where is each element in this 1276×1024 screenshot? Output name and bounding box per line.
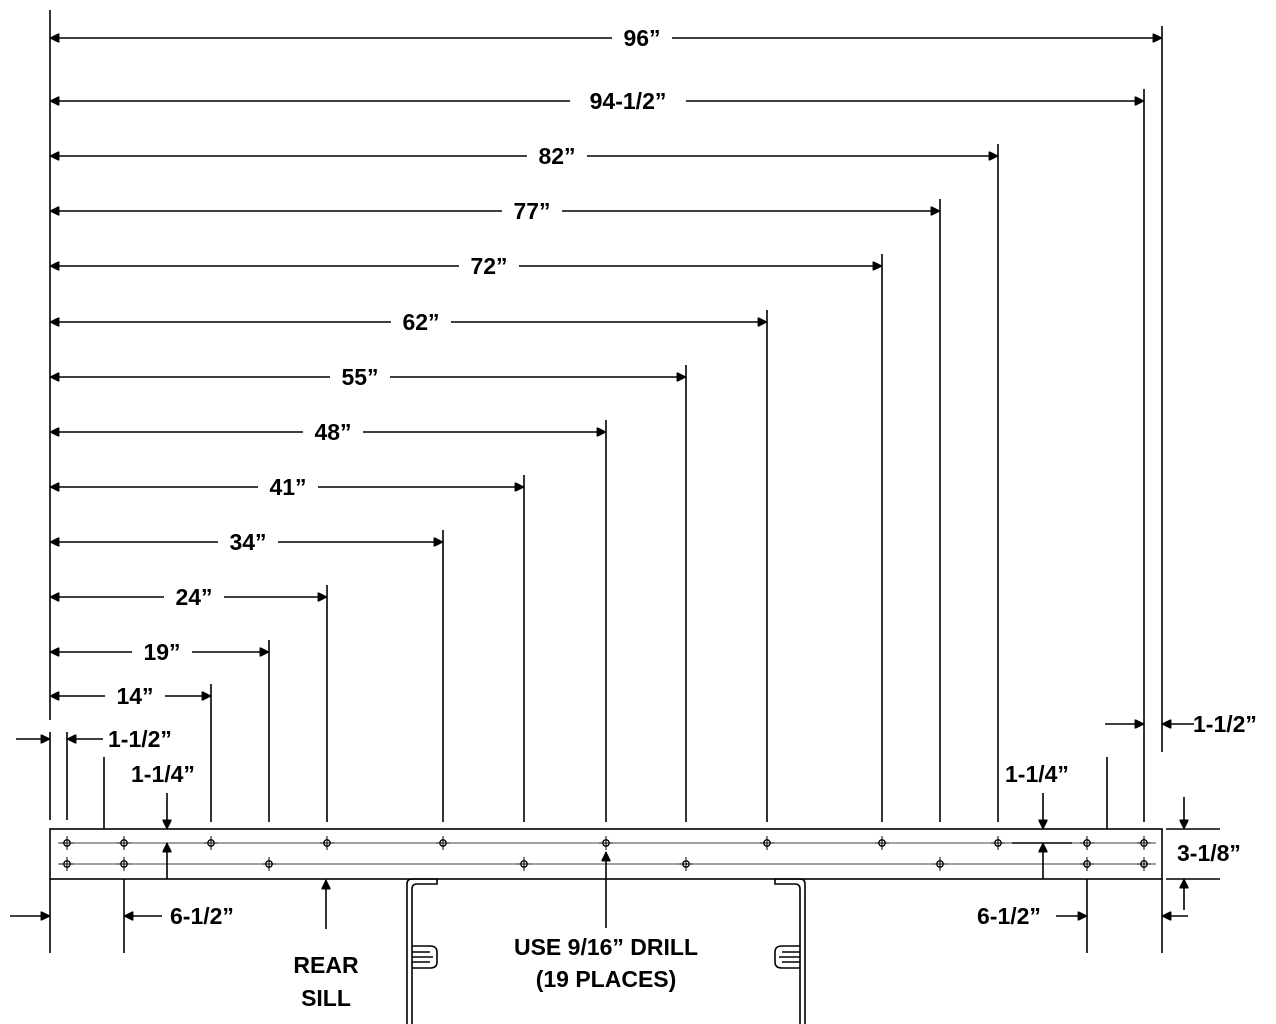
left-6-1/2-dimension: 6-1/2” xyxy=(10,903,234,929)
dimension-label: 77” xyxy=(513,198,550,224)
drill-hole xyxy=(875,836,889,850)
drill-holes xyxy=(60,836,1151,871)
dimension-label: 19” xyxy=(143,639,180,665)
dimension-label: 96” xyxy=(623,25,660,51)
dimension-24”: 24” xyxy=(50,584,327,610)
dimension-14”: 14” xyxy=(50,683,211,709)
dimension-lines: 96” 94-1/2” 82” 77” 72” 62” 55” 48” 41” 34” 24” 19”… xyxy=(50,25,1162,709)
drill-hole xyxy=(60,857,74,871)
sill-left-stiffener xyxy=(412,945,438,969)
right-1-1/2-label: 1-1/2” xyxy=(1193,711,1257,737)
drill-hole xyxy=(1137,857,1151,871)
dimension-19”: 19” xyxy=(50,639,269,665)
drill-hole xyxy=(117,836,131,850)
dimension-label: 14” xyxy=(116,683,153,709)
dimension-label: 82” xyxy=(538,143,575,169)
drill-hole xyxy=(204,836,218,850)
dimension-label: 62” xyxy=(402,309,439,335)
drill-hole xyxy=(1080,857,1094,871)
drill-hole xyxy=(320,836,334,850)
end-stubs xyxy=(103,757,1108,829)
rear-sill-callout: REAR SILL xyxy=(293,880,359,1011)
sill-height-label: 3-1/8” xyxy=(1177,840,1241,866)
extension-lines xyxy=(49,10,1163,822)
sill-height-dimension: 3-1/8” xyxy=(1166,797,1241,910)
dimension-41”: 41” xyxy=(50,474,524,500)
rear-sill-channel xyxy=(406,878,806,1024)
right-6-1/2-label: 6-1/2” xyxy=(977,903,1041,929)
dimension-72”: 72” xyxy=(50,253,882,279)
left-1-1/2-label: 1-1/2” xyxy=(108,726,172,752)
right-1-1/4-label: 1-1/4” xyxy=(1005,761,1069,787)
sill-right-flange xyxy=(774,878,806,1024)
dimension-label: 55” xyxy=(341,364,378,390)
dimension-label: 94-1/2” xyxy=(590,88,667,114)
drill-hole xyxy=(1080,836,1094,850)
dimension-94-1/2”: 94-1/2” xyxy=(50,88,1144,114)
rear-sill-label-line1: REAR xyxy=(293,952,359,978)
drill-hole xyxy=(679,857,693,871)
drill-hole xyxy=(991,836,1005,850)
right-1-1/2-dimension: 1-1/2” xyxy=(1105,711,1257,737)
dimension-label: 34” xyxy=(229,529,266,555)
dimension-label: 24” xyxy=(175,584,212,610)
dimension-48”: 48” xyxy=(50,419,606,445)
drill-label-line1: USE 9/16” DRILL xyxy=(514,934,698,960)
left-1-1/2-dimension: 1-1/2” xyxy=(16,726,172,820)
drill-hole xyxy=(1137,836,1151,850)
drill-hole xyxy=(60,836,74,850)
dimension-label: 48” xyxy=(314,419,351,445)
drill-hole xyxy=(117,857,131,871)
drill-label-line2: (19 PLACES) xyxy=(536,966,677,992)
dimension-label: 41” xyxy=(269,474,306,500)
drill-hole xyxy=(517,857,531,871)
drill-hole xyxy=(599,836,613,850)
dimension-62”: 62” xyxy=(50,309,767,335)
left-6-1/2-label: 6-1/2” xyxy=(170,903,234,929)
dimension-label: 72” xyxy=(470,253,507,279)
rear-sill-label-line2: SILL xyxy=(301,985,351,1011)
right-1-1/4-dimension: 1-1/4” xyxy=(1005,761,1072,879)
sill-left-flange xyxy=(406,878,438,1024)
right-6-1/2-dimension: 6-1/2” xyxy=(977,903,1188,929)
sill-right-stiffener xyxy=(774,945,800,969)
drill-hole xyxy=(436,836,450,850)
drill-hole xyxy=(760,836,774,850)
drill-hole xyxy=(262,857,276,871)
dimension-96”: 96” xyxy=(50,25,1162,51)
drill-callout: USE 9/16” DRILL (19 PLACES) xyxy=(514,852,698,992)
dimension-77”: 77” xyxy=(50,198,940,224)
dimension-34”: 34” xyxy=(50,529,443,555)
dimension-82”: 82” xyxy=(50,143,998,169)
left-1-1/4-label: 1-1/4” xyxy=(131,761,195,787)
left-1-1/4-dimension: 1-1/4” xyxy=(131,761,195,879)
dimension-55”: 55” xyxy=(50,364,686,390)
sill-bar xyxy=(49,828,1163,880)
drill-hole xyxy=(933,857,947,871)
